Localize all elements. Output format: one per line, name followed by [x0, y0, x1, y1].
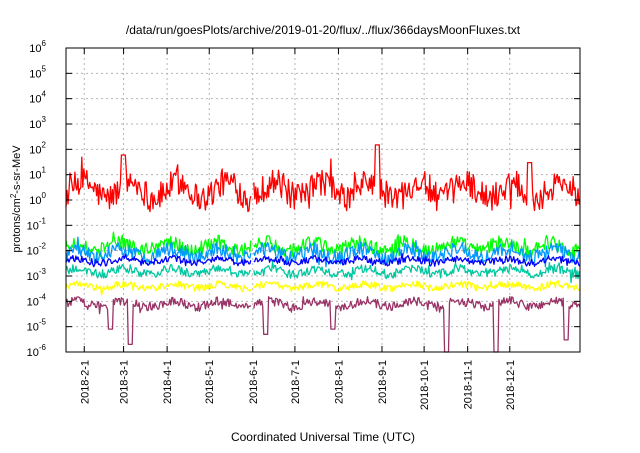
y-tick-label: 10-6: [27, 343, 47, 359]
series-line: [65, 144, 581, 213]
chart-title: /data/run/goesPlots/archive/2019-01-20/f…: [126, 23, 521, 37]
x-tick-label: 2018-2-1: [79, 360, 91, 404]
y-tick-label: 10-4: [27, 292, 47, 308]
plot-border: [65, 47, 581, 353]
x-tick-label: 2018-12-1: [505, 360, 517, 410]
x-tick-label: 2018-8-1: [333, 360, 345, 404]
x-tick-label: 2018-4-1: [162, 360, 174, 404]
y-tick-label: 101: [29, 166, 46, 182]
y-tick-label: 10-2: [27, 242, 47, 258]
y-tick-label: 103: [29, 115, 46, 131]
x-tick-label: 2018-7-1: [290, 360, 302, 404]
x-tick-label: 2018-10-1: [419, 360, 431, 410]
y-tick-label: 102: [29, 140, 46, 156]
x-axis-label: Coordinated Universal Time (UTC): [231, 430, 415, 444]
y-tick-label: 105: [29, 64, 46, 80]
series-line: [65, 279, 581, 296]
y-tick-label: 10-1: [27, 216, 47, 232]
series-group: [65, 144, 581, 353]
axes: 10-6 10-5 10-4 10-3 10-2 10-1 100 101 102 103 104 1…: [27, 39, 581, 410]
y-tick-label: 10-3: [27, 267, 47, 283]
y-axis-label: protons/cm2-s-sr-MeV: [9, 145, 23, 253]
series-line: [65, 253, 581, 268]
series-line: [65, 231, 581, 262]
x-tick-label: 2018-5-1: [204, 360, 216, 404]
x-tick-label: 2018-3-1: [119, 360, 131, 404]
series-line: [65, 295, 581, 353]
y-tick-label: 104: [29, 90, 46, 106]
x-tick-label: 2018-11-1: [463, 360, 475, 409]
x-tick-label: 2018-9-1: [377, 360, 389, 404]
y-tick-label: 10-5: [27, 318, 47, 334]
series-line: [65, 236, 581, 268]
y-tick-label: 106: [29, 39, 46, 55]
y-tick-label: 100: [29, 191, 46, 207]
x-tick-label: 2018-6-1: [248, 360, 260, 404]
series-line: [65, 261, 581, 284]
